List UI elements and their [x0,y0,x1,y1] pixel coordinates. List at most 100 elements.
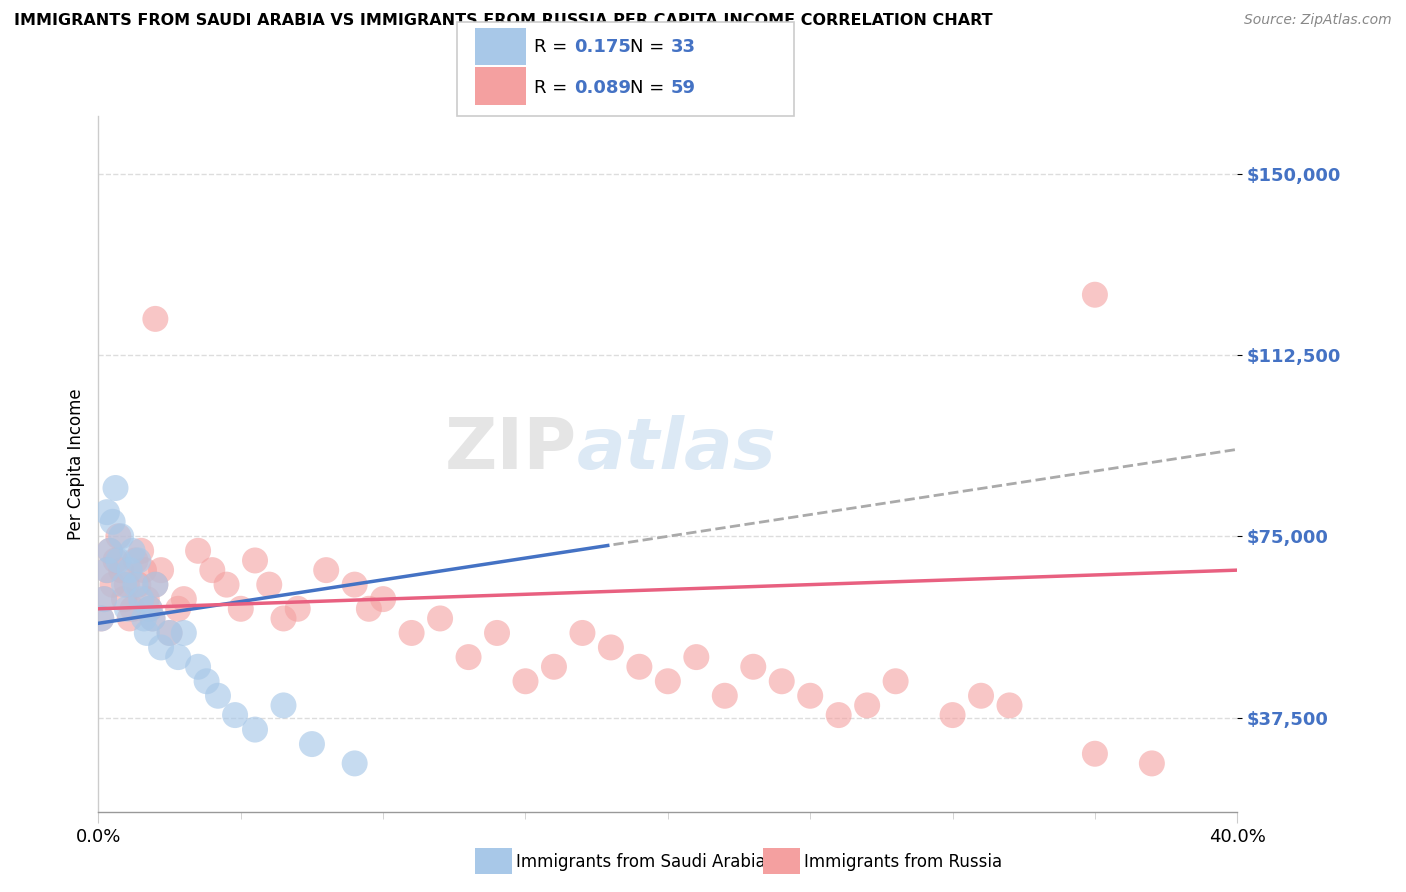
Point [571,626,593,640]
Point [107,553,129,567]
Point [124,577,146,591]
Y-axis label: Per Capita Income: Per Capita Income [66,388,84,540]
Point [273,698,295,713]
Point [1140,756,1163,771]
Point [132,563,155,577]
Point [138,602,160,616]
Point [101,515,124,529]
Point [118,563,141,577]
Point [167,602,190,616]
Point [159,626,181,640]
Point [138,602,160,616]
Point [343,577,366,591]
Text: 59: 59 [671,78,696,96]
Point [273,611,295,625]
Point [357,602,380,616]
Point [129,592,152,607]
Point [112,577,135,591]
Point [96,505,118,519]
Point [121,544,143,558]
Text: R =: R = [534,38,574,56]
Text: R =: R = [534,78,574,96]
Point [90,611,112,625]
Point [799,689,821,703]
Point [135,592,157,607]
Point [90,611,112,625]
Point [187,544,209,558]
Point [93,592,115,607]
Point [98,544,121,558]
Text: 0.089: 0.089 [574,78,631,96]
Point [770,674,793,689]
Point [115,602,138,616]
Point [145,577,167,591]
Point [159,626,181,640]
Point [141,611,163,625]
Point [115,577,138,591]
Text: atlas: atlas [576,416,776,484]
Point [600,640,623,655]
Point [243,723,266,737]
Point [259,577,281,591]
Point [167,650,190,665]
Point [145,312,167,326]
Text: Immigrants from Russia: Immigrants from Russia [804,853,1002,871]
Point [121,602,143,616]
Point [129,544,152,558]
Point [112,592,135,607]
Point [104,553,127,567]
Point [457,650,479,665]
Point [742,660,765,674]
Point [942,708,965,723]
Point [215,577,238,591]
Text: 33: 33 [671,38,696,56]
Point [145,577,167,591]
Text: N =: N = [630,38,669,56]
Point [998,698,1021,713]
Point [515,674,537,689]
Point [110,529,132,543]
Point [373,592,395,607]
Point [301,737,323,751]
Point [224,708,246,723]
Point [970,689,993,703]
Text: N =: N = [630,78,669,96]
Point [343,756,366,771]
Point [104,481,127,495]
Point [98,544,121,558]
Text: Source: ZipAtlas.com: Source: ZipAtlas.com [1244,13,1392,28]
Point [201,563,224,577]
Point [96,563,118,577]
Text: IMMIGRANTS FROM SAUDI ARABIA VS IMMIGRANTS FROM RUSSIA PER CAPITA INCOME CORRELA: IMMIGRANTS FROM SAUDI ARABIA VS IMMIGRAN… [14,13,993,29]
Point [107,529,129,543]
Point [127,577,149,591]
Text: 0.175: 0.175 [574,38,630,56]
Point [110,563,132,577]
Point [207,689,229,703]
Point [828,708,851,723]
Point [657,674,679,689]
Point [173,626,195,640]
Point [150,563,173,577]
Point [135,626,157,640]
Point [96,563,118,577]
Point [1084,747,1107,761]
Point [287,602,309,616]
Point [243,553,266,567]
Point [93,592,115,607]
Point [150,640,173,655]
Point [127,553,149,567]
Point [315,563,337,577]
Text: ZIP: ZIP [444,416,576,484]
Point [173,592,195,607]
Point [714,689,737,703]
Point [856,698,879,713]
Point [101,577,124,591]
Point [884,674,907,689]
Point [543,660,565,674]
Point [141,611,163,625]
Point [124,553,146,567]
Point [187,660,209,674]
Point [401,626,423,640]
Point [429,611,451,625]
